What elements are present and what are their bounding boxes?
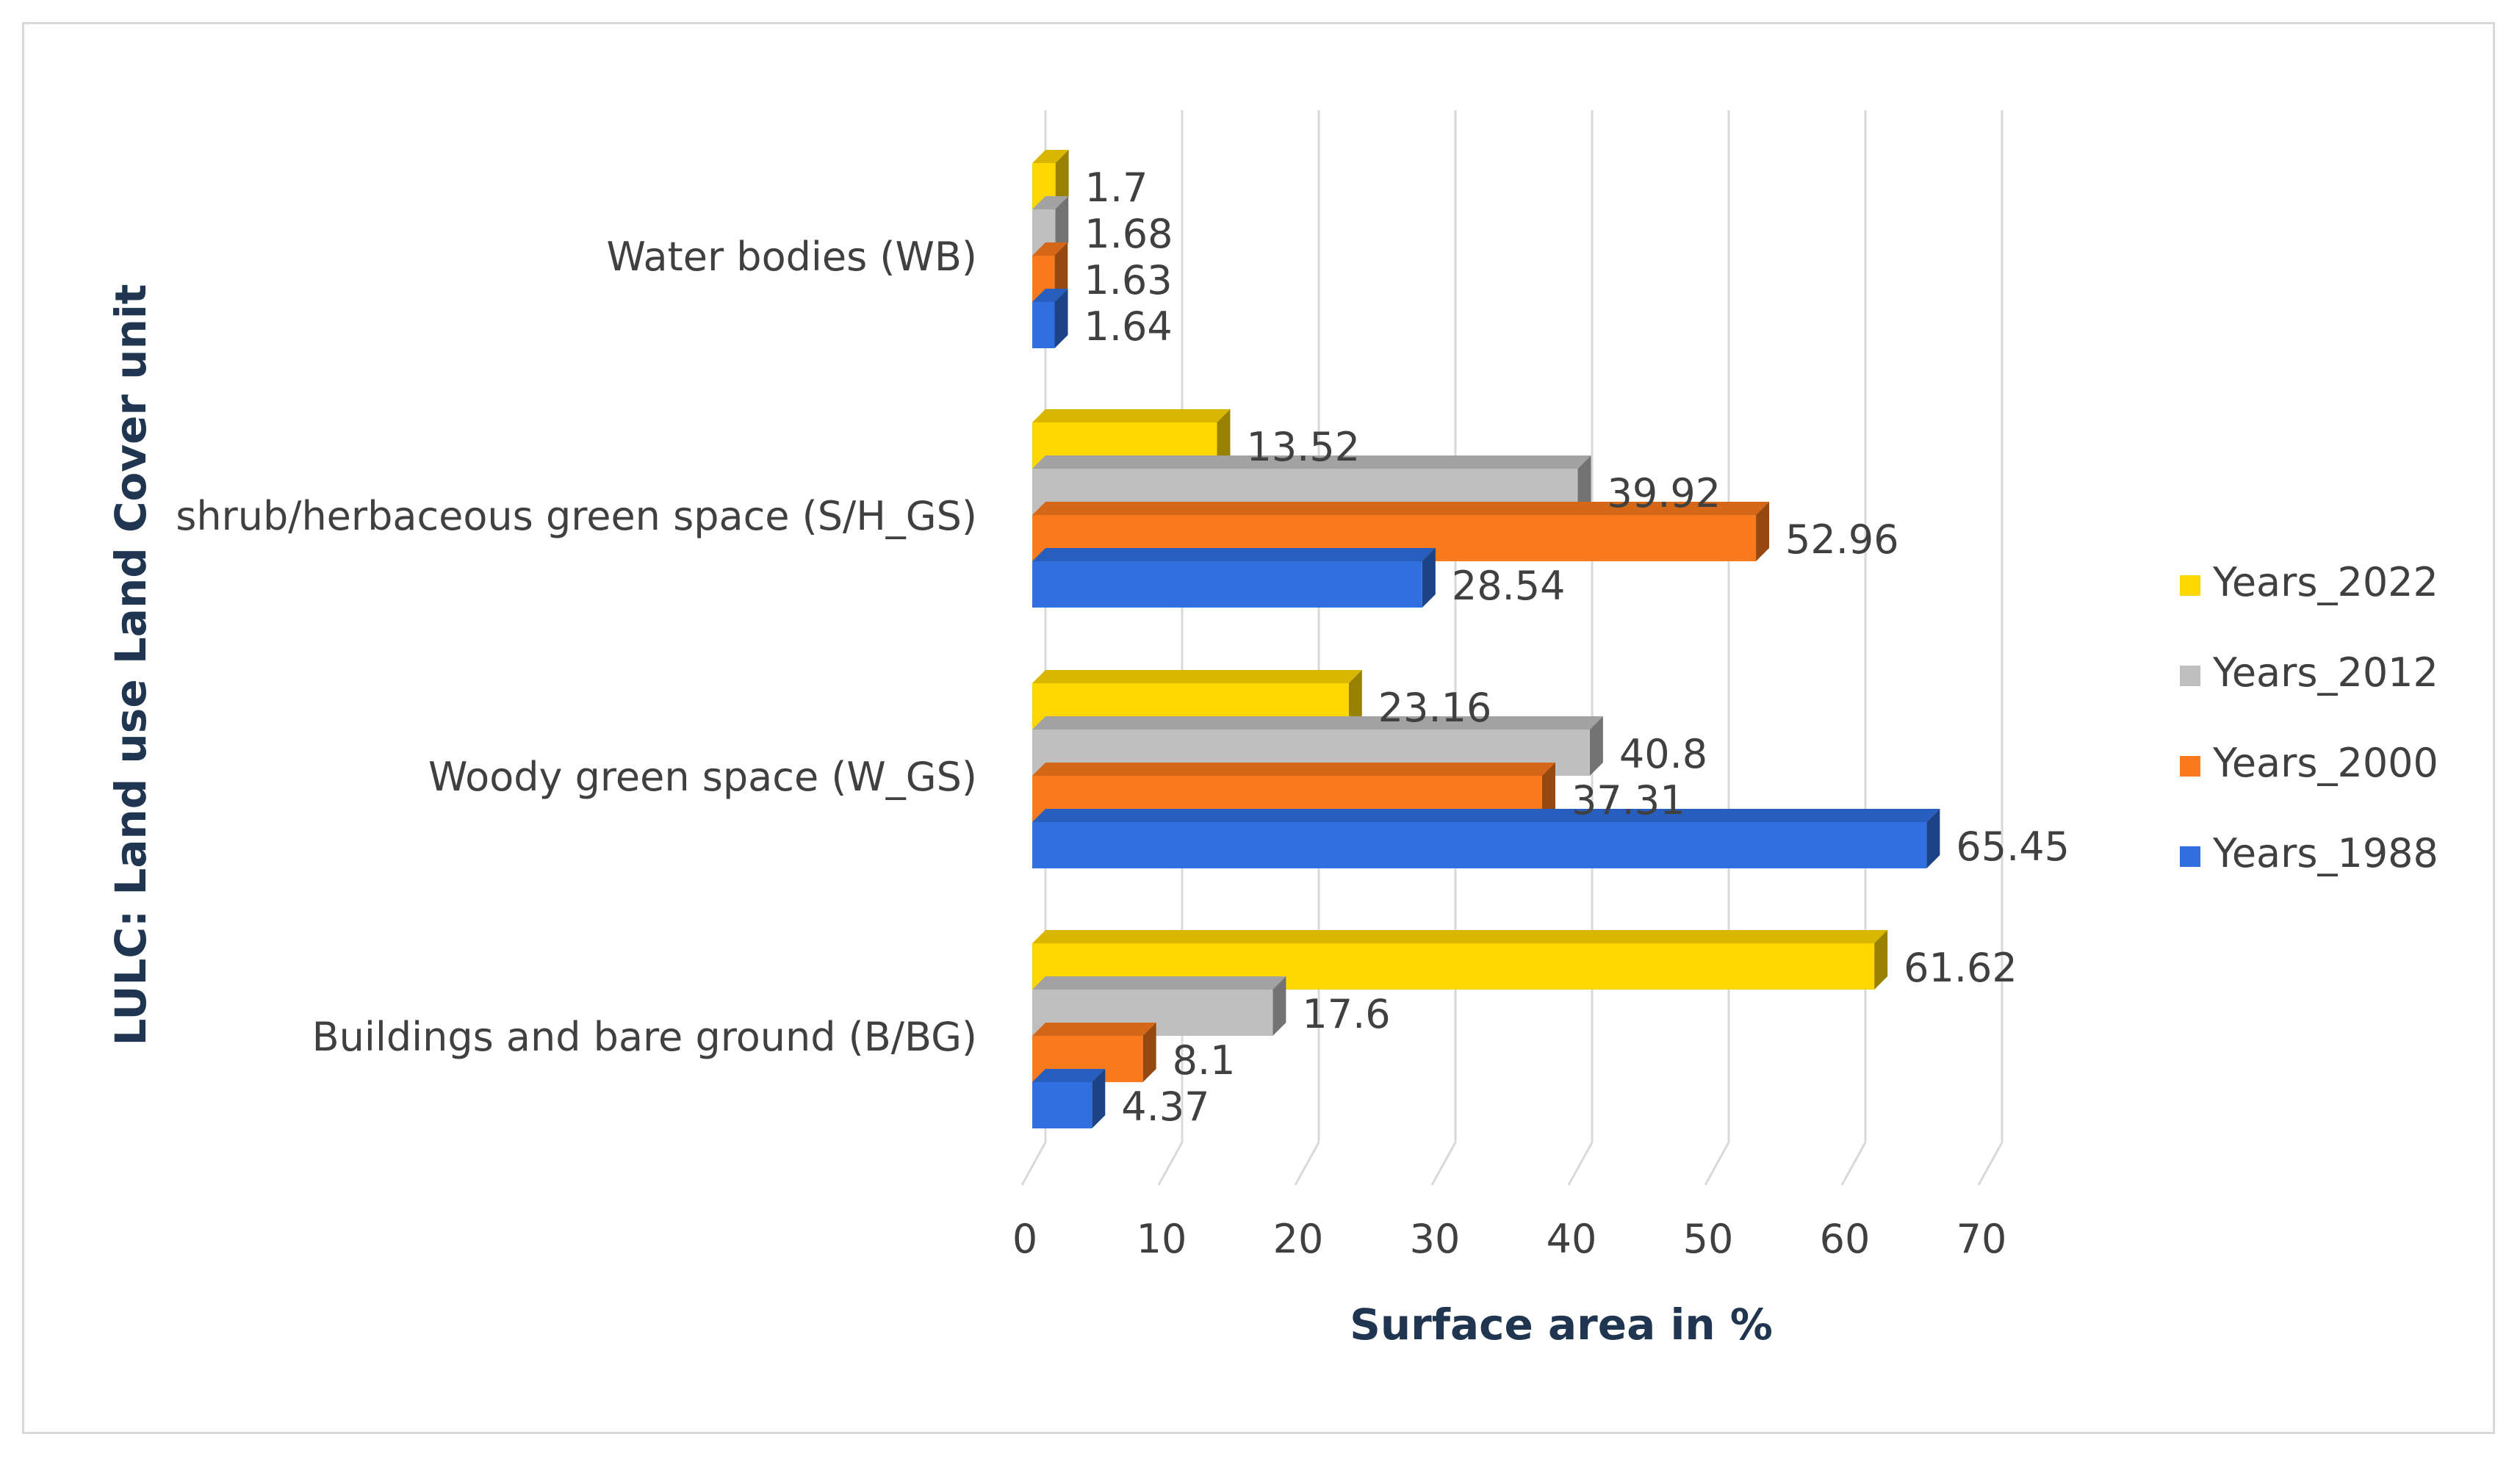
legend-label: Years_2022 [2212, 559, 2438, 605]
bar-top-face [1032, 150, 1069, 163]
bar-front-face [1032, 1082, 1092, 1128]
bar [1032, 763, 1555, 822]
legend-swatch [2180, 575, 2200, 596]
legend-label: Years_2012 [2212, 649, 2438, 696]
data-label: 1.7 [1085, 165, 1148, 211]
bar-front-face [1032, 561, 1422, 608]
data-label: 52.96 [1785, 516, 1899, 563]
x-tick-label: 50 [1683, 1216, 1734, 1262]
y-axis-title: LULC: Land use Land Cover unit [106, 284, 156, 1046]
x-tick-label: 20 [1273, 1216, 1324, 1262]
category-label: shrub/herbaceous green space (S/H_GS) [176, 493, 977, 539]
legend-swatch [2180, 666, 2200, 686]
bar-side-face [1926, 809, 1940, 868]
grid-line-floor [1567, 1142, 1594, 1186]
bar-side-face [1589, 716, 1603, 776]
bar-top-face [1032, 670, 1362, 683]
x-axis-ticks: 0 10 20 30 40 50 60 70 [1012, 1216, 2007, 1262]
bar-top-face [1032, 196, 1069, 209]
data-label: 8.1 [1173, 1037, 1236, 1084]
bar-top-face [1032, 1023, 1156, 1036]
x-tick-label: 40 [1547, 1216, 1597, 1262]
legend-swatch [2180, 756, 2200, 777]
bar-top-face [1032, 763, 1555, 776]
bar [1032, 548, 1436, 608]
data-label: 1.64 [1084, 303, 1173, 350]
data-label: 39.92 [1608, 470, 1721, 516]
bar-side-face [1874, 930, 1888, 990]
category-label: Water bodies (WB) [607, 234, 977, 280]
data-label: 61.62 [1904, 945, 2017, 991]
bar-side-face [1142, 1023, 1156, 1082]
bar-top-face [1032, 976, 1286, 990]
data-label: 37.31 [1572, 777, 1685, 824]
x-axis-title: Surface area in % [1350, 1300, 1773, 1350]
grid-line-floor [1020, 1142, 1047, 1186]
grid-line-floor [1840, 1142, 1867, 1186]
bars [1032, 150, 1940, 1128]
bar-top-face [1032, 455, 1591, 469]
bar [1032, 1069, 1106, 1128]
bar-side-face [1756, 502, 1770, 561]
data-label: 17.6 [1302, 991, 1390, 1037]
x-tick-label: 10 [1137, 1216, 1187, 1262]
category-label: Woody green space (W_GS) [428, 754, 977, 800]
data-label: 28.54 [1452, 563, 1566, 609]
legend-item: Years_2012 [2180, 649, 2438, 696]
x-tick-label: 60 [1820, 1216, 1871, 1262]
bar-top-face [1032, 809, 1940, 822]
data-label: 4.37 [1121, 1084, 1209, 1130]
data-label: 13.52 [1246, 424, 1360, 470]
bar-side-face [1054, 289, 1068, 348]
bar-top-face [1032, 242, 1068, 256]
legend-label: Years_1988 [2212, 830, 2438, 876]
grid-line-floor [1294, 1142, 1320, 1186]
bar [1032, 809, 1940, 868]
grid-line-floor [1704, 1142, 1730, 1186]
bar-top-face [1032, 716, 1603, 730]
bar-top-face [1032, 1069, 1106, 1082]
x-tick-label: 30 [1410, 1216, 1461, 1262]
bar-side-face [1092, 1069, 1106, 1128]
grid-line-floor [1430, 1142, 1457, 1186]
legend: Years_2022 Years_2012 Years_2000 Years_1988 [2180, 559, 2438, 876]
data-label: 40.8 [1619, 731, 1707, 777]
legend-swatch [2180, 846, 2200, 867]
bar-top-face [1032, 548, 1436, 561]
bar-front-face [1032, 302, 1055, 348]
bar-side-face [1272, 976, 1286, 1036]
grid-line-floor [1157, 1142, 1184, 1186]
data-labels: 1.71.681.631.64 13.52 39.92 52.96 28.54 23.16… [1084, 165, 2070, 1130]
bar-side-face [1541, 763, 1555, 822]
bar-side-face [1055, 196, 1069, 256]
category-label: Buildings and bare ground (B/BG) [312, 1014, 977, 1060]
data-label: 1.68 [1084, 211, 1173, 257]
bar [1032, 289, 1068, 348]
legend-label: Years_2000 [2212, 740, 2438, 786]
bar-top-face [1032, 502, 1770, 515]
x-tick-label: 0 [1012, 1216, 1037, 1262]
bar-side-face [1422, 548, 1436, 608]
x-tick-label: 70 [1956, 1216, 2007, 1262]
bar-side-face [1577, 455, 1591, 515]
bar-side-face [1055, 150, 1069, 209]
data-label: 65.45 [1956, 824, 2070, 870]
bar-top-face [1032, 289, 1068, 302]
category-labels: Water bodies (WB) shrub/herbaceous green … [176, 234, 977, 1060]
bar-front-face [1032, 822, 1927, 868]
grid-line-floor [1977, 1142, 2004, 1186]
legend-item: Years_2022 [2180, 559, 2438, 605]
bar-side-face [1348, 670, 1362, 730]
data-label: 23.16 [1378, 685, 1492, 731]
bar-side-face [1054, 242, 1068, 302]
legend-item: Years_2000 [2180, 740, 2438, 786]
bar [1032, 1023, 1156, 1082]
legend-item: Years_1988 [2180, 830, 2438, 876]
bar-top-face [1032, 409, 1231, 422]
data-label: 1.63 [1084, 257, 1172, 303]
bar-side-face [1217, 409, 1231, 469]
bar-top-face [1032, 930, 1888, 943]
